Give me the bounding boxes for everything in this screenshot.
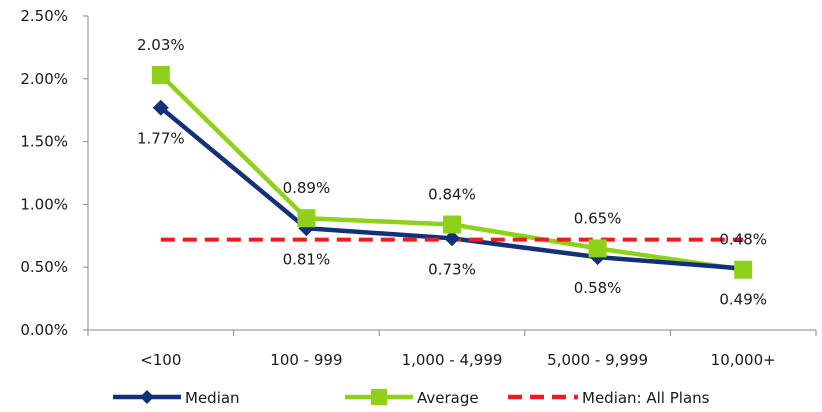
y-tick-label: 2.00% [20,70,68,88]
data-labels: 1.77% 0.81% 0.73% 0.58% 0.49% 2.03% 0.89% 0.84%… [137,36,767,308]
average-data-label: 0.89% [283,179,331,197]
y-tick-label: 0.00% [20,321,68,339]
series-markers [151,66,753,279]
y-tick-label: 1.00% [20,195,68,213]
y-tick-label: 1.50% [20,133,68,151]
axes: 0.00% 0.50% 1.00% 1.50% 2.00% 2.50% <100 100 - … [20,7,817,369]
y-tick-label: 2.50% [20,7,68,25]
x-tick-label: 100 - 999 [270,351,342,369]
median-data-label: 0.58% [574,279,622,297]
legend-label-median: Median [185,389,240,407]
average-point [734,260,753,279]
average-data-label: 0.48% [719,231,767,249]
legend-marker-median [140,390,154,404]
median-data-label: 1.77% [137,130,185,148]
average-point [443,215,461,234]
median-point [152,99,169,116]
legend-marker-average [371,389,387,405]
x-tick-label: 1,000 - 4,999 [402,351,503,369]
legend-label-average: Average [417,389,479,407]
legend: Median Average Median: All Plans [113,389,710,407]
average-data-label: 2.03% [137,36,185,54]
y-tick-label: 0.50% [20,258,68,276]
x-tick-label: 5,000 - 9,999 [547,351,648,369]
average-point [588,239,607,258]
median-data-label: 0.81% [283,250,331,268]
average-data-label: 0.84% [428,185,476,203]
median-data-label: 0.73% [428,260,476,278]
x-tick-label: 10,000+ [711,351,776,369]
x-tick-label: <100 [140,351,181,369]
average-point [151,66,170,85]
average-point [297,209,316,228]
legend-label-median-all-plans: Median: All Plans [582,389,710,407]
median-point [444,230,460,247]
median-data-label: 0.49% [719,290,767,308]
average-data-label: 0.65% [574,209,622,227]
